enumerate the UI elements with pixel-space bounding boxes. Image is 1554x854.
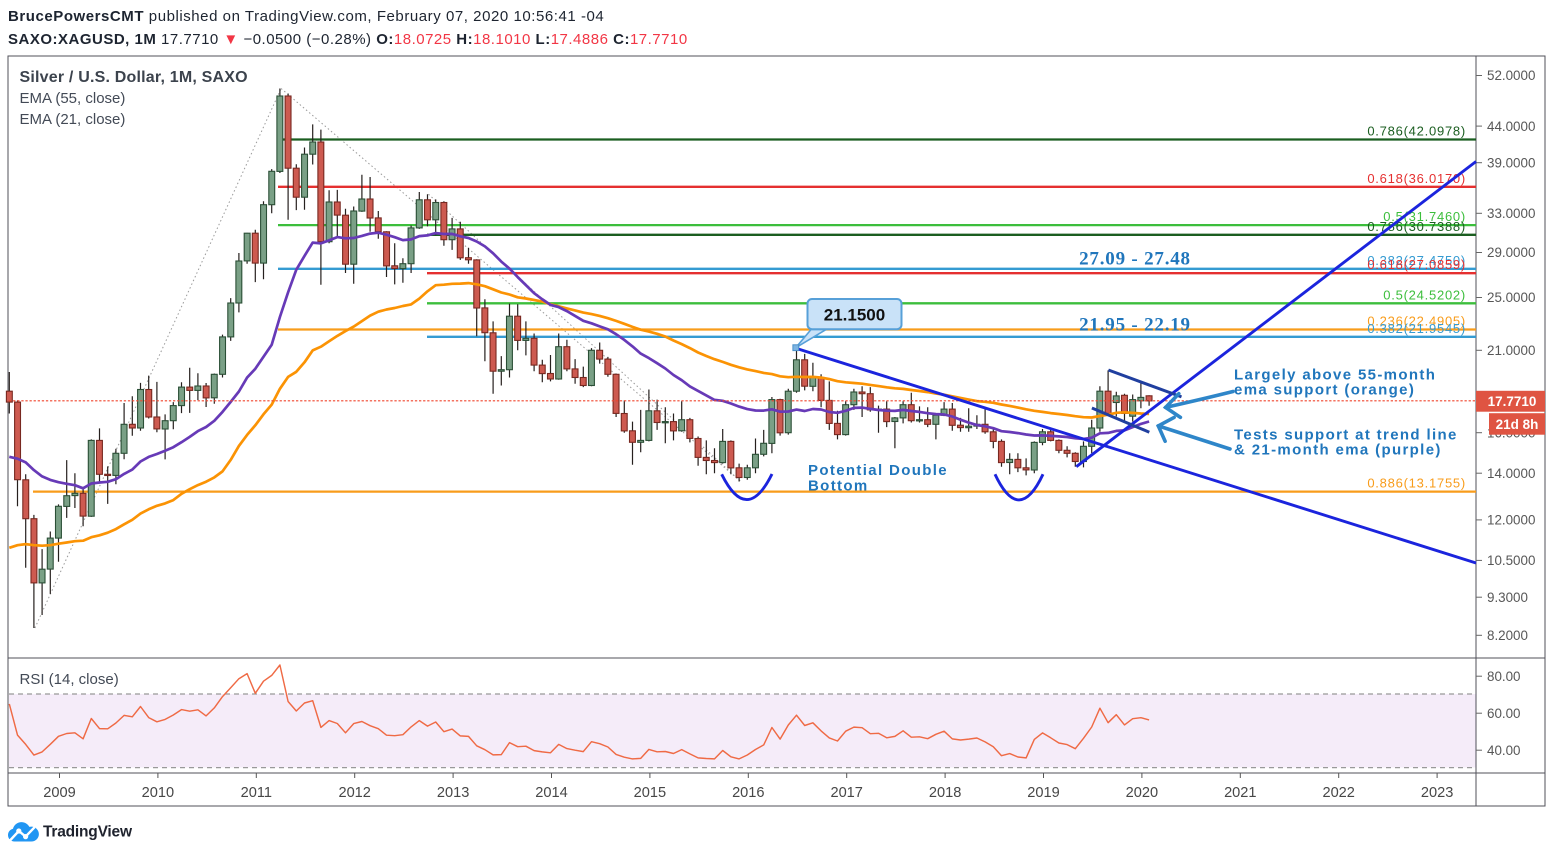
svg-text:2013: 2013 [437, 785, 469, 801]
svg-text:21.0000: 21.0000 [1487, 343, 1535, 358]
svg-text:10.5000: 10.5000 [1487, 553, 1535, 568]
svg-text:RSI (14, close): RSI (14, close) [20, 671, 119, 688]
svg-text:21.95 - 22.19: 21.95 - 22.19 [1079, 315, 1191, 336]
svg-text:2011: 2011 [241, 785, 272, 801]
svg-text:EMA (21, close): EMA (21, close) [20, 111, 126, 128]
svg-text:2017: 2017 [830, 785, 862, 801]
svg-text:0.382(27.4750): 0.382(27.4750) [1367, 253, 1466, 268]
svg-text:0.886(13.1755): 0.886(13.1755) [1367, 476, 1466, 491]
svg-text:0.618(36.0170): 0.618(36.0170) [1367, 171, 1466, 186]
svg-text:21d 8h: 21d 8h [1496, 417, 1539, 432]
svg-text:0.5(24.5202): 0.5(24.5202) [1383, 287, 1466, 302]
svg-text:2012: 2012 [338, 785, 370, 801]
svg-text:80.00: 80.00 [1487, 669, 1521, 684]
svg-text:Tests support at trend line: Tests support at trend line [1234, 427, 1458, 444]
svg-text:EMA (55, close): EMA (55, close) [20, 90, 126, 107]
svg-text:2009: 2009 [43, 785, 75, 801]
svg-text:12.0000: 12.0000 [1487, 513, 1535, 528]
svg-text:0.618(27.0859): 0.618(27.0859) [1367, 257, 1466, 272]
svg-text:25.0000: 25.0000 [1487, 290, 1535, 305]
svg-text:0.382(21.9545): 0.382(21.9545) [1367, 321, 1466, 336]
svg-text:60.00: 60.00 [1487, 706, 1521, 721]
svg-text:2020: 2020 [1126, 785, 1158, 801]
svg-text:0.786(30.7388): 0.786(30.7388) [1367, 219, 1466, 234]
svg-text:9.3000: 9.3000 [1487, 590, 1528, 605]
svg-text:29.0000: 29.0000 [1487, 245, 1535, 260]
svg-text:14.0000: 14.0000 [1487, 466, 1535, 481]
svg-text:2010: 2010 [142, 785, 174, 801]
svg-text:0.786(42.0978): 0.786(42.0978) [1367, 124, 1466, 139]
svg-text:40.00: 40.00 [1487, 743, 1521, 758]
svg-text:& 21-month ema (purple): & 21-month ema (purple) [1234, 441, 1442, 458]
svg-text:52.0000: 52.0000 [1487, 68, 1535, 83]
svg-text:Potential Double: Potential Double [808, 462, 948, 479]
svg-text:ema support (orange): ema support (orange) [1234, 382, 1415, 399]
svg-text:27.09 - 27.48: 27.09 - 27.48 [1079, 249, 1191, 270]
svg-text:17.7710: 17.7710 [1488, 394, 1537, 409]
svg-text:33.0000: 33.0000 [1487, 206, 1535, 221]
svg-text:2016: 2016 [732, 785, 764, 801]
svg-text:2014: 2014 [535, 785, 567, 801]
svg-text:44.0000: 44.0000 [1487, 119, 1535, 134]
svg-text:2015: 2015 [634, 785, 666, 801]
svg-text:0.5(31.7460): 0.5(31.7460) [1383, 209, 1466, 224]
svg-text:2021: 2021 [1224, 785, 1256, 801]
svg-text:2019: 2019 [1027, 785, 1059, 801]
svg-text:2022: 2022 [1322, 785, 1354, 801]
svg-text:Largely above 55-month: Largely above 55-month [1234, 367, 1436, 384]
svg-text:8.2000: 8.2000 [1487, 628, 1528, 643]
svg-text:TradingView: TradingView [43, 824, 133, 841]
svg-text:21.1500: 21.1500 [824, 306, 885, 325]
svg-text:Bottom: Bottom [808, 477, 869, 494]
svg-text:Silver / U.S. Dollar, 1M, SAXO: Silver / U.S. Dollar, 1M, SAXO [20, 69, 248, 86]
svg-text:0.236(22.4905): 0.236(22.4905) [1367, 314, 1466, 329]
svg-text:2023: 2023 [1421, 785, 1453, 801]
svg-text:39.0000: 39.0000 [1487, 155, 1535, 170]
svg-text:2018: 2018 [929, 785, 961, 801]
